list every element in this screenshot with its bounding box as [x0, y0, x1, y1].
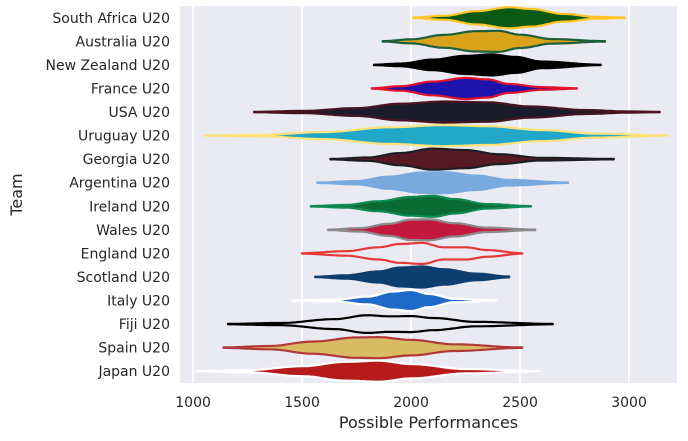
- violin-australia-u20: [381, 29, 607, 53]
- x-axis-title: Possible Performances: [339, 413, 518, 432]
- violin-georgia-u20: [329, 147, 615, 171]
- y-tick-label: Wales U20: [96, 223, 170, 239]
- x-tick-label: 3000: [611, 395, 647, 411]
- violin-wales-u20: [327, 218, 537, 242]
- y-tick-labels: South Africa U20 Australia U20 New Zealand…: [45, 11, 170, 380]
- x-tick-label: 2500: [502, 395, 538, 411]
- violin-argentina-u20: [316, 171, 570, 195]
- violin-uruguay-u20: [202, 124, 670, 148]
- x-tick-labels: 1000 1500 2000 2500 3000: [175, 395, 647, 411]
- y-tick-label: Japan U20: [97, 364, 170, 380]
- x-tick-label: 2000: [393, 395, 429, 411]
- violin-ireland-u20: [309, 194, 533, 218]
- y-tick-label: England U20: [81, 246, 170, 262]
- y-tick-label: Italy U20: [107, 294, 170, 310]
- violin-england-u20: [301, 241, 524, 265]
- y-tick-label: Fiji U20: [119, 317, 170, 333]
- violin-scotland-u20: [314, 265, 511, 289]
- y-axis-title: Team: [7, 173, 26, 216]
- violin-japan-u20: [196, 359, 541, 383]
- y-tick-label: Argentina U20: [69, 176, 170, 192]
- x-tick-label: 1500: [284, 395, 320, 411]
- violin-new-zealand-u20: [372, 53, 602, 77]
- y-tick-label: USA U20: [109, 105, 170, 121]
- violin-italy-u20: [292, 288, 498, 313]
- y-tick-label: Scotland U20: [77, 270, 170, 286]
- x-tick-label: 1000: [175, 395, 211, 411]
- y-tick-label: Georgia U20: [83, 152, 170, 168]
- violin-south-africa-u20: [412, 6, 626, 30]
- y-tick-label: New Zealand U20: [45, 58, 170, 74]
- y-tick-label: Spain U20: [98, 341, 170, 357]
- y-tick-label: South Africa U20: [52, 11, 170, 27]
- violin-france-u20: [370, 76, 578, 101]
- y-tick-label: Australia U20: [76, 34, 170, 50]
- y-tick-label: Uruguay U20: [78, 129, 170, 145]
- y-tick-label: Ireland U20: [89, 199, 170, 215]
- violin-spain-u20: [222, 336, 524, 360]
- violins: [196, 6, 670, 383]
- y-tick-label: France U20: [91, 81, 170, 97]
- violin-fiji-u20: [226, 314, 554, 334]
- violin-usa-u20: [253, 100, 661, 124]
